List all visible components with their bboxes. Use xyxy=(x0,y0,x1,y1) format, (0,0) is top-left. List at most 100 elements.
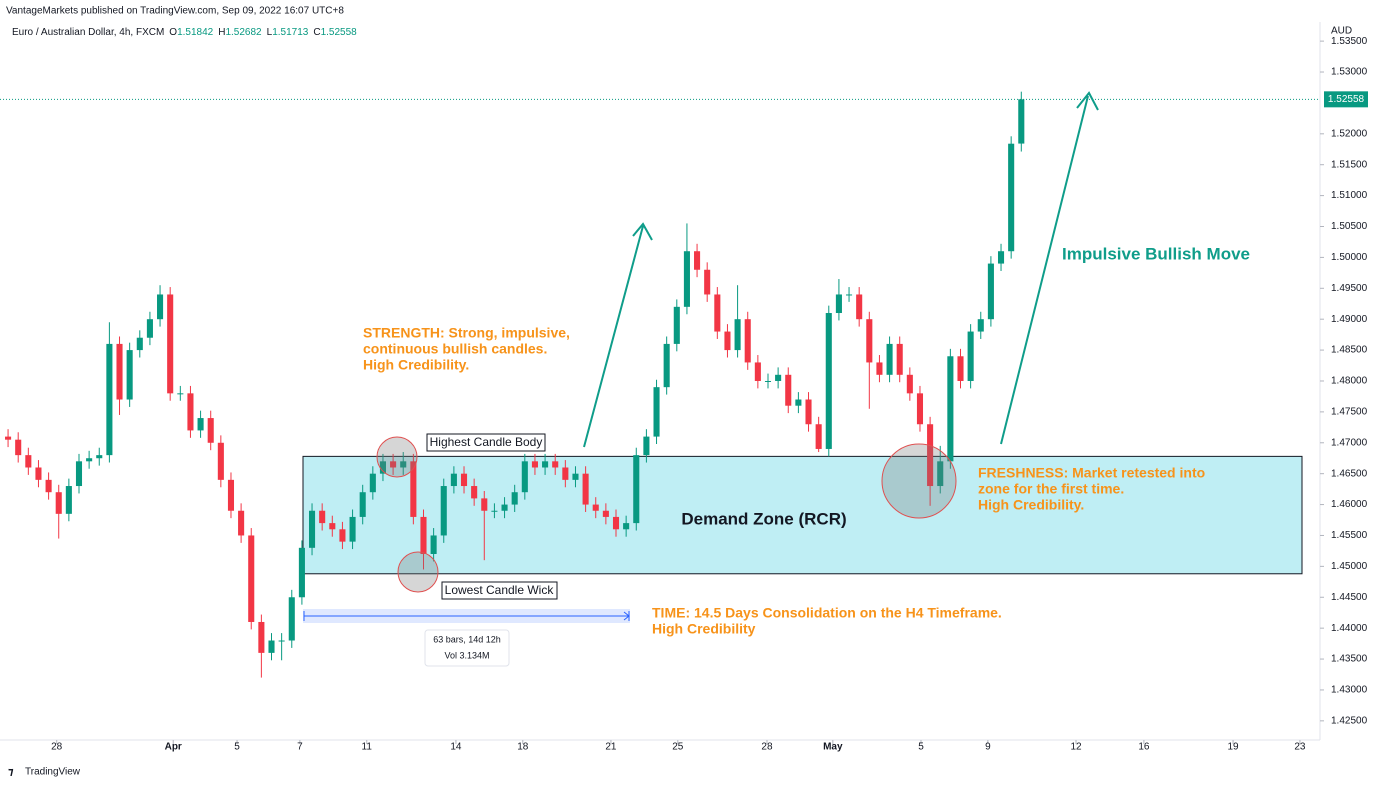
candle-body xyxy=(410,461,417,517)
ohlc-key: O xyxy=(169,27,177,38)
candle-body xyxy=(481,498,488,511)
ohlc-key: L xyxy=(267,27,273,38)
x-tick-label: 25 xyxy=(672,742,684,753)
measure-arrow xyxy=(303,611,630,621)
candle-body xyxy=(157,294,164,320)
y-tick-label: 1.43500 xyxy=(1331,654,1368,665)
x-tick-label: Apr xyxy=(165,742,182,753)
footer: TradingView xyxy=(25,767,81,778)
annotation: High Credibility. xyxy=(978,497,1084,513)
candle-body xyxy=(308,510,316,548)
candle-body xyxy=(359,492,366,517)
candle-body xyxy=(744,319,751,363)
candle-body xyxy=(126,350,133,400)
y-tick-label: 1.49500 xyxy=(1331,283,1368,294)
candle-body xyxy=(876,362,883,375)
candle-body xyxy=(927,424,934,487)
candle-body xyxy=(795,399,802,406)
ohlc-header: Euro / Australian Dollar, 4h, FXCM O1.518… xyxy=(12,27,357,38)
candle-body xyxy=(5,436,12,440)
candle-body xyxy=(815,424,822,449)
candle-body xyxy=(248,535,255,622)
label-box xyxy=(441,581,558,600)
measure-text: Vol 3.134M xyxy=(444,650,489,660)
candles xyxy=(5,91,1025,678)
x-tick-label: 28 xyxy=(761,742,773,753)
y-tick-label: 1.44500 xyxy=(1331,592,1368,603)
candle-body xyxy=(471,486,478,499)
y-tick-label: 1.47000 xyxy=(1331,437,1368,448)
candle-body xyxy=(633,455,640,524)
candle-body xyxy=(55,492,62,514)
candle-body xyxy=(977,319,984,332)
ohlc-value: 1.51713 xyxy=(272,27,309,38)
candle-body xyxy=(805,399,812,425)
candle-body xyxy=(886,343,893,375)
candle-body xyxy=(460,473,468,487)
annotation: continuous bullish candles. xyxy=(363,341,547,357)
arrow xyxy=(583,222,653,448)
y-tick-label: 1.45000 xyxy=(1331,561,1368,572)
candle-body xyxy=(420,516,427,555)
annotation: TIME: 14.5 Days Consolidation on the H4 … xyxy=(652,605,1002,621)
candle-body xyxy=(947,356,954,462)
highlight-circle xyxy=(397,551,439,593)
candle-body xyxy=(653,387,660,437)
y-tick-label: 1.51500 xyxy=(1331,159,1368,170)
arrow xyxy=(1000,91,1099,445)
candle-body xyxy=(177,393,184,395)
candle-body xyxy=(187,393,194,431)
candle-body xyxy=(329,523,336,530)
x-tick-label: 5 xyxy=(234,742,240,753)
candle-body xyxy=(957,356,964,381)
candle-body xyxy=(268,640,275,653)
y-tick-label: 1.46500 xyxy=(1331,468,1368,479)
candle-body xyxy=(775,374,782,381)
candle-body xyxy=(866,319,873,363)
candle-body xyxy=(612,516,620,530)
y-tick-label: 1.46000 xyxy=(1331,499,1368,510)
y-tick-label: 1.49000 xyxy=(1331,314,1368,325)
candle-body xyxy=(846,294,853,296)
candle-body xyxy=(916,393,924,425)
zone-group: Demand Zone (RCR) xyxy=(302,455,1303,575)
candle-body xyxy=(136,337,143,351)
candle-body xyxy=(207,418,214,443)
candle-body xyxy=(683,251,690,307)
candle-body xyxy=(987,263,994,320)
candle-body xyxy=(1008,143,1015,252)
candle-body xyxy=(278,640,285,642)
candle-body xyxy=(35,467,42,480)
x-tick-label: 28 xyxy=(51,742,63,753)
y-tick-label: 1.52000 xyxy=(1331,128,1368,139)
y-tick-label: 1.48500 xyxy=(1331,345,1368,356)
candle-body xyxy=(623,523,630,530)
candle-body xyxy=(562,467,569,480)
y-tick-label: 1.51000 xyxy=(1331,190,1368,201)
ohlc-value: 1.52558 xyxy=(321,27,358,38)
x-tick-label: 11 xyxy=(362,742,373,753)
candle-body xyxy=(379,461,387,474)
candle-body xyxy=(400,461,407,468)
candle-body xyxy=(835,294,842,314)
candle-body xyxy=(227,479,235,511)
x-tick-label: 18 xyxy=(517,742,529,753)
candle-body xyxy=(197,418,204,431)
annotation: zone for the first time. xyxy=(978,481,1124,497)
candle-body xyxy=(754,362,761,381)
candle-body xyxy=(937,461,944,487)
label-box xyxy=(426,433,546,452)
y-tick-label: 1.48000 xyxy=(1331,376,1368,387)
candle-body xyxy=(572,473,579,480)
candle-body xyxy=(167,294,174,394)
candle-body xyxy=(663,343,670,388)
x-tick-label: 5 xyxy=(918,742,924,753)
candle-body xyxy=(734,319,741,351)
candle-body xyxy=(521,461,528,493)
candle-body xyxy=(106,343,113,456)
candle-body xyxy=(15,439,22,456)
grid: 1.42500 1.43000 1.43500 1.44000 1.44500 1.450… xyxy=(0,36,1368,753)
measure-box xyxy=(424,629,510,667)
legend-title: Euro / Australian Dollar, 4h, FXCM O1.518… xyxy=(12,27,357,38)
